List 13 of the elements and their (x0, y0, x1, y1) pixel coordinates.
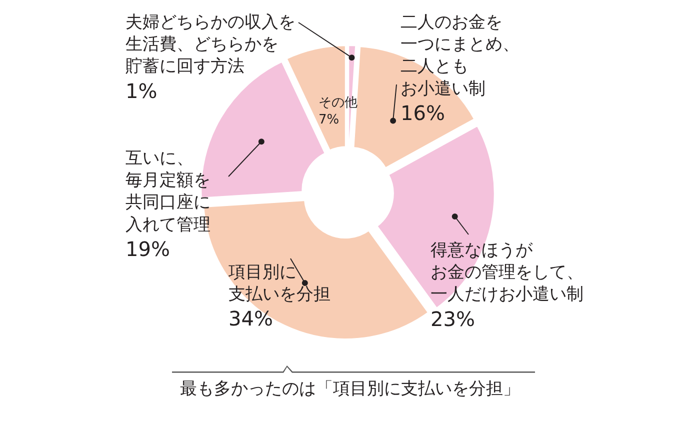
data-label: 7% (318, 112, 340, 128)
slice-label: 項目別に支払いを分担 (228, 262, 330, 305)
data-label: 1% (126, 78, 158, 103)
slice-label: 得意なほうがお金の管理をして、一人だけお小遣い制 (430, 240, 584, 305)
data-label: 19% (126, 236, 170, 261)
data-label: 34% (228, 306, 273, 331)
slice-label: 互いに、毎月定額を共同口座に入れて管理 (126, 148, 210, 235)
text: 最も多かったのは「項目別に支払いを分担」 (179, 379, 521, 400)
slice-label: 夫婦どちらかの収入を生活費、どちらかを貯蓄に回す方法 (126, 12, 296, 77)
data-label: 23% (430, 306, 475, 331)
slice-label: その他 (318, 96, 358, 110)
slice-label: 二人のお金を一つにまとめ、二人ともお小遣い制 (400, 12, 520, 99)
data-label: 16% (400, 100, 445, 125)
